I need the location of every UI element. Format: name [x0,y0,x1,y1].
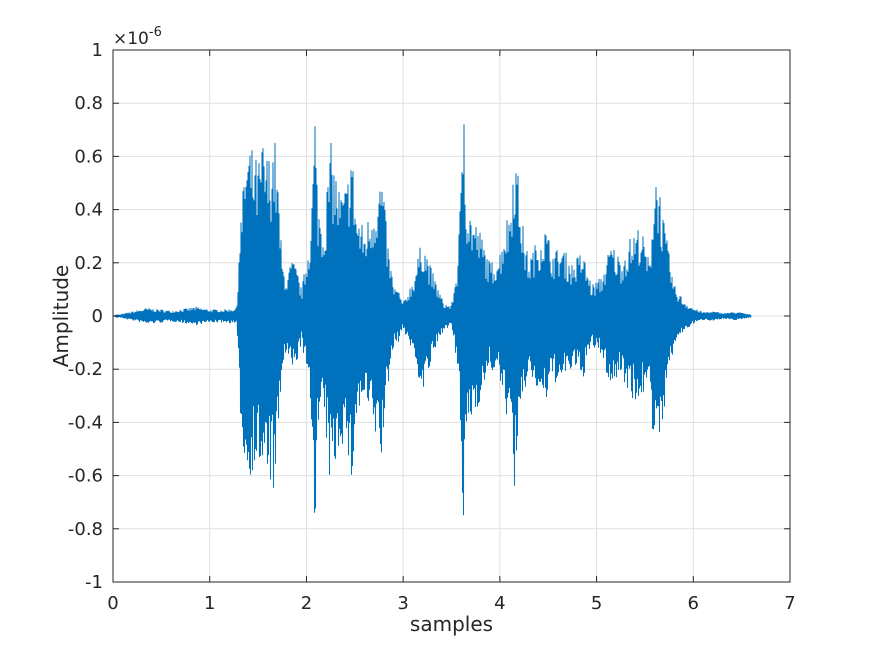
y-exponent-label: ×10-6 [113,25,162,49]
x-tick-label: 0 [107,593,118,614]
x-tick-label: 4 [494,593,505,614]
x-tick-label: 7 [784,593,795,614]
x-tick-label: 5 [591,593,602,614]
y-tick-label: -0.4 [68,412,103,433]
y-axis-label: Amplitude [49,265,73,368]
y-tick-label: 0.8 [74,93,103,114]
y-tick-label: 0.6 [74,146,103,167]
y-tick-label: -0.6 [68,466,103,487]
x-tick-label: 3 [397,593,408,614]
y-tick-label: -1 [85,572,103,593]
y-tick-label: 0.4 [74,200,103,221]
signal-waveform [112,124,752,516]
y-tick-label: -0.8 [68,519,103,540]
x-axis-label: samples [410,612,493,636]
x-tick-label: 1 [204,593,215,614]
y-exponent-power: -6 [149,25,162,40]
signal-layer [112,124,752,516]
x-tick-label: 2 [301,593,312,614]
y-tick-label: 0 [92,306,103,327]
axis-ticks: 0 1 2 3 4 5 6 7 -1 -0.8 -0.6 -0.4 -0.2 0 0.2 0.4 0.6 0.8 1 [68,40,796,614]
y-tick-label: -0.2 [68,359,103,380]
y-tick-label: 1 [92,40,103,61]
y-tick-label: 0.2 [74,253,103,274]
y-exponent-base: ×10 [113,29,149,49]
x-tick-label: 6 [688,593,699,614]
